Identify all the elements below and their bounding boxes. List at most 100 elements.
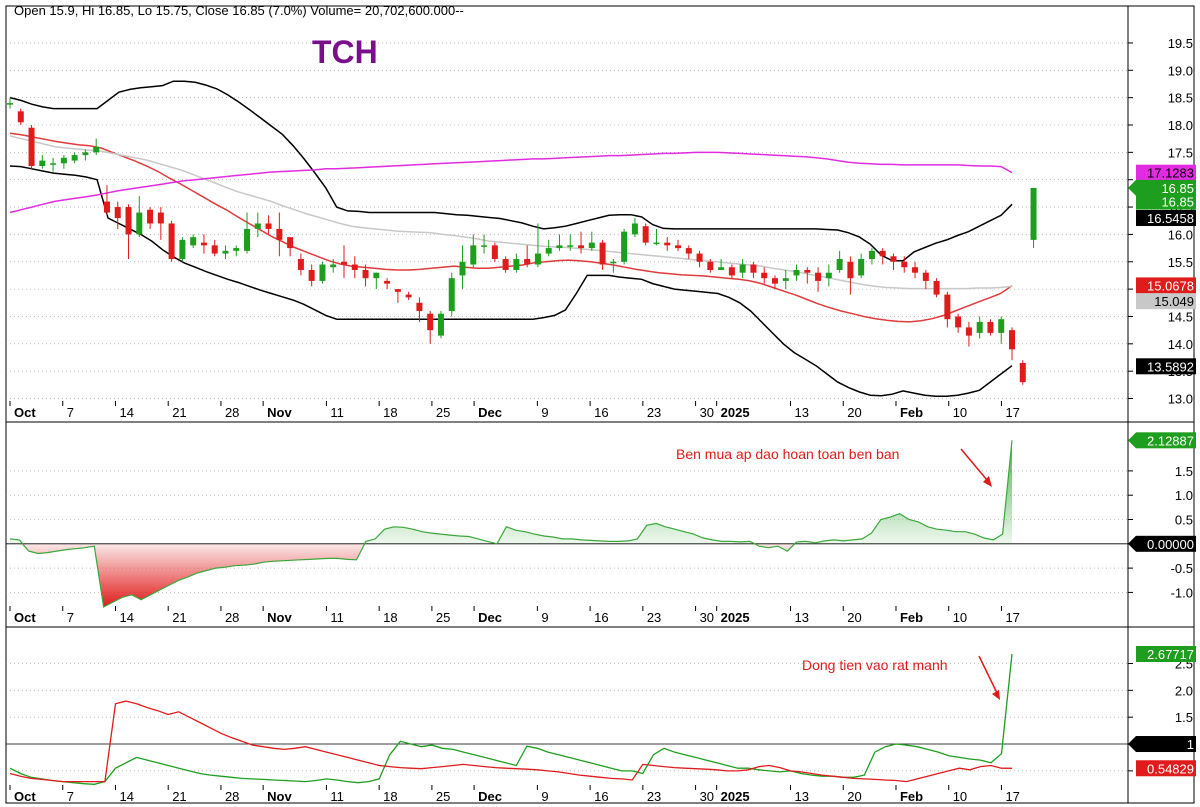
buy-sell-oscillator-panel: -1.0 -0.5 0.5 1.0 1.5 Oct 7 14 21 28 Nov 11 18 25 Dec 9… (6, 432, 1196, 625)
x-tick-label: 17 (1005, 610, 1019, 625)
x-tick-label: 14 (119, 405, 133, 420)
x-tick-label: 21 (172, 610, 186, 625)
x-tick-label: 2025 (721, 405, 750, 420)
price-label-box (1136, 179, 1196, 196)
candle-body (147, 209, 154, 224)
candle-body (1019, 362, 1026, 383)
annotation-arrow-line (978, 655, 998, 694)
x-tick-label: Dec (478, 789, 502, 804)
money-flow-label-box (1136, 760, 1196, 777)
candle-body (82, 152, 89, 156)
price-label: 15.0678 (1147, 278, 1194, 293)
candle-body (987, 321, 994, 333)
x-tick-label: 30 (700, 405, 714, 420)
candle-body (804, 269, 811, 273)
candle-body (728, 267, 735, 276)
x-tick-label: 14 (119, 610, 133, 625)
candle-body (168, 223, 175, 260)
x-tick-label: 7 (67, 789, 74, 804)
x-tick-label: Nov (267, 405, 292, 420)
oscillator-negative-area (10, 543, 1012, 607)
y-tick-label: 1.5 (1175, 710, 1193, 725)
candle-body (922, 272, 929, 281)
candle-body (276, 228, 283, 240)
x-tick-label: Feb (900, 789, 923, 804)
candle-body (761, 272, 768, 279)
x-tick-label: 2025 (721, 789, 750, 804)
x-tick-label: 16 (594, 610, 608, 625)
candle-body (836, 259, 843, 270)
x-tick-label: 28 (225, 789, 239, 804)
x-tick-label: Nov (267, 789, 292, 804)
y-tick-label: 17.5 (1168, 145, 1193, 160)
x-tick-label: 17 (1005, 405, 1019, 420)
candle-body (718, 267, 725, 270)
candle-body (481, 245, 488, 247)
y-tick-label: 1.5 (1175, 464, 1193, 479)
x-tick-label: 18 (383, 405, 397, 420)
y-tick-label: 13.0 (1168, 392, 1193, 407)
x-tick-label: 17 (1005, 789, 1019, 804)
annotation-arrow-head (983, 476, 992, 487)
x-tick-label: Feb (900, 610, 923, 625)
x-tick-label: 21 (172, 405, 186, 420)
x-tick-label: Nov (267, 610, 292, 625)
x-tick-label: 23 (647, 789, 661, 804)
price-panel: 13.013.514.014.515.015.516.016.517.518.0… (6, 36, 1196, 420)
candle-body (39, 160, 46, 167)
candle-body (847, 261, 854, 279)
candle-body (459, 261, 466, 276)
candle-body (567, 245, 574, 247)
candle-body (50, 163, 57, 165)
x-tick-label: 14 (119, 789, 133, 804)
price-label: 17.1283 (1147, 166, 1194, 181)
y-tick-label: -1.0 (1171, 585, 1193, 600)
candle-body (384, 280, 391, 284)
candle-body (125, 207, 132, 235)
y-tick-label: 15.5 (1168, 255, 1193, 270)
y-tick-label: 1.0 (1175, 488, 1193, 503)
candle-body (157, 212, 164, 224)
candle-body (179, 239, 186, 260)
candle-body (685, 248, 692, 254)
candle-body (696, 253, 703, 262)
candle-body (944, 294, 951, 320)
money-flow-label: 2.67717 (1147, 647, 1194, 662)
candle-body (976, 321, 983, 333)
ma-magenta-line (9, 151, 1013, 214)
price-label-box (1136, 164, 1196, 181)
oscillator-label: 2.12887 (1147, 433, 1194, 448)
candle-body (319, 264, 326, 281)
candle-body (60, 157, 67, 164)
candle-body (815, 272, 822, 281)
x-tick-label: 10 (953, 405, 967, 420)
candle-body (114, 207, 121, 218)
y-tick-label: 19.5 (1168, 36, 1193, 51)
x-tick-label: 16 (594, 789, 608, 804)
x-tick-label: 2025 (721, 610, 750, 625)
candle-body (556, 245, 563, 249)
annotation-arrow-line (960, 448, 988, 481)
x-tick-label: 28 (225, 610, 239, 625)
x-tick-label: 18 (383, 610, 397, 625)
candle-body (879, 250, 886, 257)
candle-body (858, 259, 865, 276)
x-tick-label: Oct (14, 789, 36, 804)
candle-body (427, 313, 434, 331)
candle-body (330, 264, 337, 268)
bollinger-upper-line (9, 80, 1013, 262)
candle-body (890, 256, 897, 262)
x-tick-label: Dec (478, 610, 502, 625)
candle-body (244, 228, 251, 251)
candle-body (545, 248, 552, 254)
x-tick-label: 25 (436, 789, 450, 804)
candle-body (405, 294, 412, 298)
x-tick-label: Oct (14, 610, 36, 625)
price-label: 15.049 (1154, 294, 1194, 309)
money-flow-out-line (9, 700, 1013, 783)
x-tick-label: 23 (647, 610, 661, 625)
x-tick-label: 13 (795, 610, 809, 625)
y-tick-label: 0.5 (1175, 513, 1193, 528)
candle-body (933, 280, 940, 295)
bollinger-lower-line (9, 165, 1013, 398)
